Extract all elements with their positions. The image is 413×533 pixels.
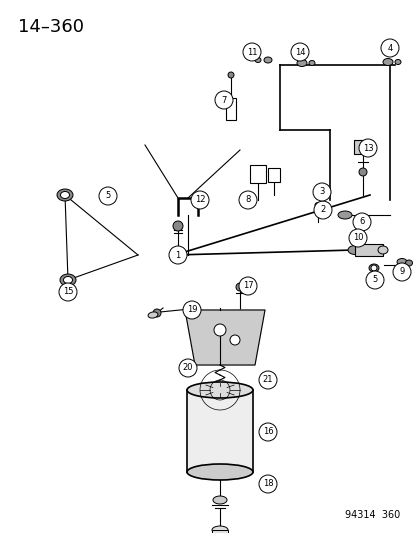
Ellipse shape <box>314 203 320 207</box>
Text: 2: 2 <box>320 206 325 214</box>
Circle shape <box>370 265 376 271</box>
Circle shape <box>169 246 187 264</box>
Circle shape <box>313 201 331 219</box>
Ellipse shape <box>347 246 361 254</box>
Text: 13: 13 <box>362 143 373 152</box>
Text: 15: 15 <box>63 287 73 296</box>
Bar <box>354 244 382 256</box>
Text: 17: 17 <box>242 281 253 290</box>
Polygon shape <box>185 310 264 365</box>
Ellipse shape <box>396 259 406 265</box>
Ellipse shape <box>212 496 226 504</box>
Ellipse shape <box>211 526 228 533</box>
Text: 5: 5 <box>105 191 110 200</box>
Circle shape <box>259 371 276 389</box>
Text: 11: 11 <box>246 47 256 56</box>
Ellipse shape <box>148 312 158 318</box>
Circle shape <box>259 475 276 493</box>
Ellipse shape <box>187 382 252 398</box>
Ellipse shape <box>337 211 351 219</box>
Circle shape <box>380 39 398 57</box>
Ellipse shape <box>254 58 260 62</box>
Circle shape <box>178 359 197 377</box>
Text: 20: 20 <box>182 364 193 373</box>
Circle shape <box>348 229 366 247</box>
Circle shape <box>214 324 225 336</box>
Ellipse shape <box>187 464 252 480</box>
Text: 9: 9 <box>399 268 404 277</box>
Ellipse shape <box>57 189 73 201</box>
Text: 6: 6 <box>358 217 364 227</box>
Circle shape <box>358 168 366 176</box>
Bar <box>187 390 252 472</box>
Circle shape <box>312 183 330 201</box>
Ellipse shape <box>60 191 69 198</box>
Bar <box>225 98 235 120</box>
Bar <box>249 165 266 183</box>
Ellipse shape <box>394 60 400 64</box>
Circle shape <box>392 263 410 281</box>
Text: 18: 18 <box>262 480 273 489</box>
Ellipse shape <box>377 246 387 254</box>
Ellipse shape <box>404 260 411 266</box>
Text: 4: 4 <box>387 44 392 52</box>
Circle shape <box>352 213 370 231</box>
Circle shape <box>173 221 183 231</box>
Text: 1: 1 <box>175 251 180 260</box>
Bar <box>353 140 371 154</box>
Text: 21: 21 <box>262 376 273 384</box>
Circle shape <box>153 309 161 317</box>
Ellipse shape <box>63 277 72 284</box>
Text: 19: 19 <box>186 305 197 314</box>
Circle shape <box>59 283 77 301</box>
Circle shape <box>290 43 308 61</box>
Ellipse shape <box>296 60 306 67</box>
Circle shape <box>214 91 233 109</box>
Text: 3: 3 <box>318 188 324 197</box>
Text: 7: 7 <box>221 95 226 104</box>
Circle shape <box>365 271 383 289</box>
Ellipse shape <box>382 59 392 66</box>
Text: 94314  360: 94314 360 <box>344 510 399 520</box>
Circle shape <box>259 423 276 441</box>
Ellipse shape <box>60 274 76 286</box>
Ellipse shape <box>263 57 271 63</box>
Circle shape <box>238 277 256 295</box>
Text: 5: 5 <box>371 276 377 285</box>
Circle shape <box>313 188 321 196</box>
Ellipse shape <box>308 61 314 66</box>
Circle shape <box>99 187 117 205</box>
Text: 16: 16 <box>262 427 273 437</box>
Circle shape <box>228 72 233 78</box>
Text: 8: 8 <box>245 196 250 205</box>
Circle shape <box>235 283 243 291</box>
Text: 14: 14 <box>294 47 304 56</box>
Circle shape <box>190 191 209 209</box>
Text: 14–360: 14–360 <box>18 18 84 36</box>
Bar <box>211 530 228 533</box>
Circle shape <box>238 191 256 209</box>
Ellipse shape <box>368 264 378 272</box>
Circle shape <box>230 335 240 345</box>
Bar <box>267 168 279 182</box>
Text: 12: 12 <box>194 196 205 205</box>
Circle shape <box>183 301 201 319</box>
Circle shape <box>358 139 376 157</box>
Text: 10: 10 <box>352 233 362 243</box>
Circle shape <box>242 43 260 61</box>
